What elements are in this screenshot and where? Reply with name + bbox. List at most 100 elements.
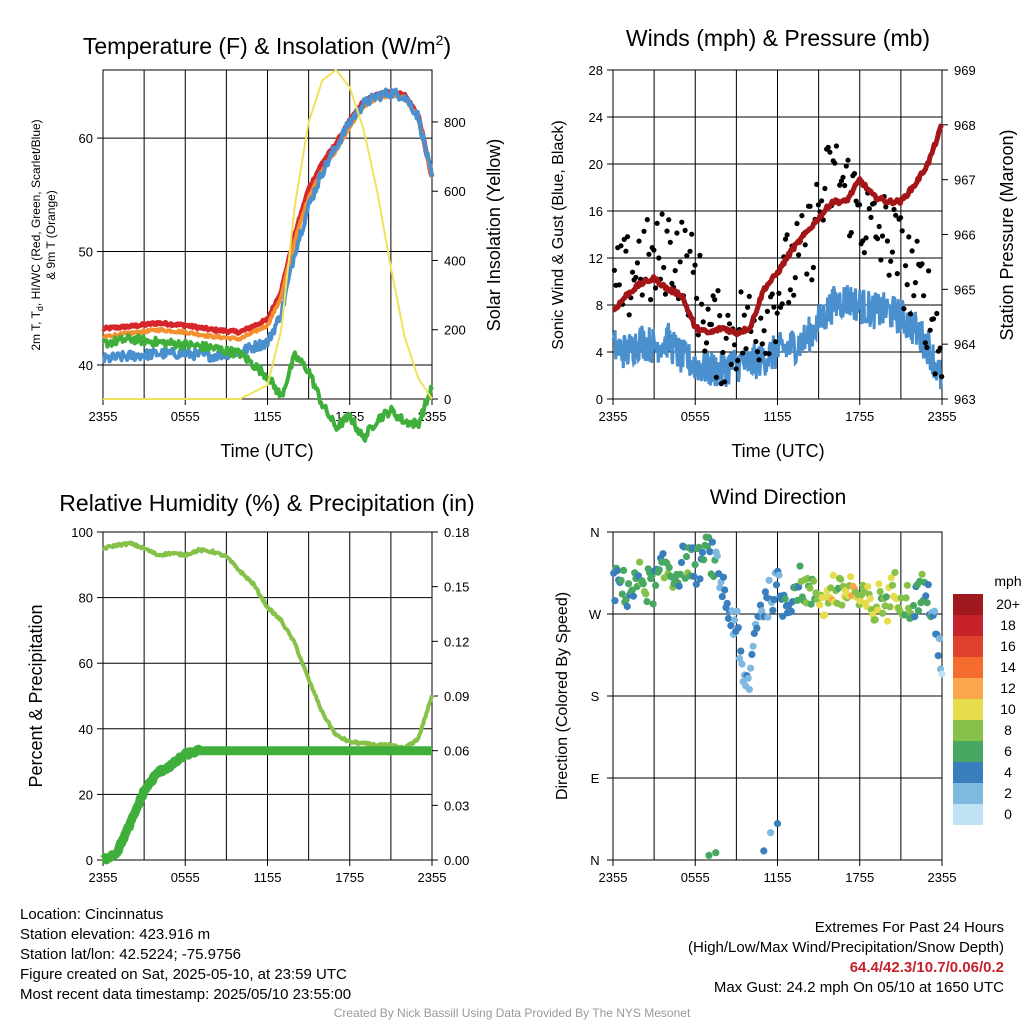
y-tick-label: 16 [589, 204, 603, 219]
gust-point [902, 263, 909, 269]
gust-point [924, 344, 930, 351]
gust-point [746, 293, 752, 299]
dir-point [911, 613, 919, 621]
dir-point [876, 588, 884, 596]
gust-point [802, 242, 808, 248]
gust-point [741, 312, 747, 318]
gust-point [937, 345, 943, 351]
gust-point [796, 252, 802, 258]
gust-point [868, 214, 874, 220]
gust-point [700, 319, 706, 325]
dir-point [796, 562, 804, 570]
gust-point [851, 171, 858, 177]
temp-ylabel-line1: 2m T, Td, HI/WC (Red, Green, Scarlet/Blu… [29, 119, 45, 350]
x-tick-label: 0555 [171, 870, 200, 885]
dir-ylabel: Direction (Colored By Speed) [554, 592, 571, 800]
y-tick-label: 8 [596, 298, 603, 313]
gust-point [694, 295, 700, 301]
gust-point [840, 174, 846, 180]
dir-point [816, 601, 824, 609]
gust-point [618, 243, 624, 249]
dir-point [884, 617, 892, 625]
legend-swatch [953, 636, 983, 657]
gust-point [644, 217, 650, 223]
dir-point [719, 573, 728, 581]
gust-point [791, 292, 797, 298]
y-tick-label: 12 [589, 251, 603, 266]
dir-point [738, 660, 746, 668]
gust-point [743, 346, 749, 352]
dir-point [721, 586, 729, 594]
legend-label: 18 [1000, 617, 1016, 633]
gust-point [735, 357, 741, 364]
dir-point [734, 624, 742, 632]
dir-point [897, 594, 905, 602]
wind-xlabel: Time (UTC) [731, 441, 824, 461]
gust-point [792, 275, 798, 281]
gust-point [697, 252, 703, 258]
y2-tick-label: 0.12 [444, 634, 469, 649]
gust-point [624, 234, 631, 240]
temp-xlabel: Time (UTC) [220, 441, 313, 461]
gust-point [827, 149, 833, 155]
gust-point [623, 248, 629, 254]
dir-point [623, 602, 631, 611]
gust-point [708, 321, 715, 328]
gust-point [705, 306, 711, 312]
legend-label: 4 [1004, 764, 1012, 780]
gust-point [782, 236, 789, 242]
gust-point [934, 310, 940, 317]
y2-tick-label: 800 [444, 115, 466, 130]
dir-point [781, 595, 789, 603]
y-tick-label: 20 [589, 157, 603, 172]
dir-point [677, 558, 686, 567]
gust-point [761, 328, 767, 334]
gust-point [871, 200, 877, 206]
dir-point [695, 543, 703, 552]
legend-swatch [953, 741, 983, 762]
y2-tick-label: 963 [954, 392, 976, 407]
gust-point [893, 212, 899, 218]
gust-point [756, 357, 762, 363]
dir-point [639, 580, 647, 588]
gust-point [725, 312, 731, 318]
gust-point [898, 215, 904, 221]
gust-point [754, 349, 761, 355]
y-tick-label: 24 [589, 110, 603, 125]
dir-point [838, 601, 846, 609]
dir-point [708, 538, 717, 546]
dir-point [713, 552, 721, 560]
gust-point [731, 342, 738, 348]
gust-point [692, 262, 698, 268]
latlon-text: Station lat/lon: 42.5224; -75.9756 [20, 946, 242, 963]
gust-point [901, 306, 907, 312]
x-tick-label: 2355 [599, 409, 628, 424]
y-tick-label: 0 [86, 853, 93, 868]
gust-point [833, 143, 840, 149]
legend-swatch [953, 657, 983, 678]
gust-point [726, 321, 733, 327]
y2-tick-label: 200 [444, 323, 466, 338]
wind-speed-line [611, 285, 943, 390]
gust-point [807, 203, 813, 209]
legend-swatch [953, 783, 983, 804]
gust-point [664, 228, 670, 234]
gust-point [723, 335, 729, 341]
gust-point [774, 310, 780, 316]
legend-label: 10 [1000, 701, 1016, 717]
gust-point [758, 315, 764, 321]
dir-point [629, 592, 638, 600]
dir-point [655, 566, 663, 574]
gust-point [889, 249, 896, 255]
dir-point [902, 594, 910, 602]
dir-point [676, 570, 684, 578]
y-tick-label: 50 [79, 245, 93, 260]
gust-point [651, 247, 657, 253]
gust-point [677, 259, 683, 265]
dir-point [700, 556, 708, 564]
dir-point [682, 553, 691, 561]
x-tick-label: 0555 [681, 409, 710, 424]
dir-point [886, 603, 894, 611]
legend-swatch [953, 699, 983, 720]
